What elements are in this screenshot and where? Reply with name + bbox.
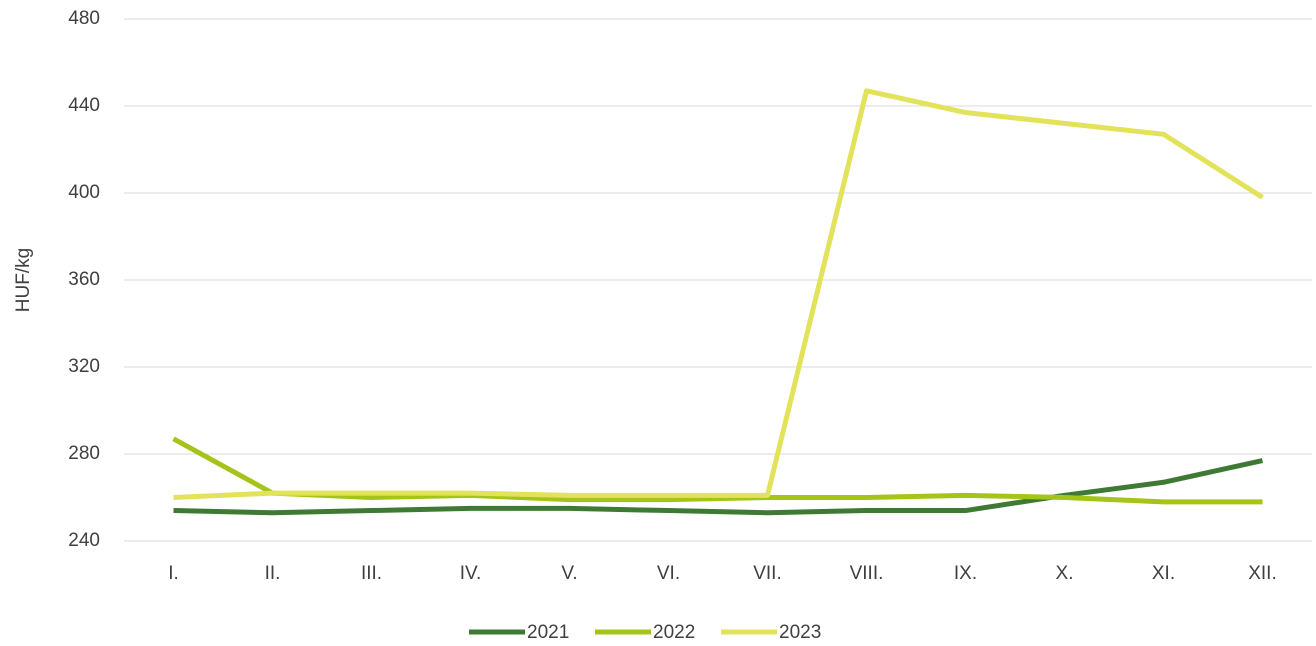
x-tick-label: X. [1056,563,1074,584]
legend-label: 2021 [527,622,569,643]
x-tick-label: VIII. [850,563,884,584]
y-tick-label: 440 [68,95,100,116]
x-tick-label: II. [265,563,281,584]
y-tick-label: 320 [68,356,100,377]
x-tick-label: XI. [1152,563,1175,584]
legend-label: 2023 [779,622,821,643]
x-tick-label: I. [168,563,179,584]
y-tick-label: 480 [68,8,100,29]
x-tick-label: IV. [460,563,482,584]
y-tick-label: 400 [68,182,100,203]
x-tick-label: VII. [753,563,782,584]
y-tick-label: 240 [68,530,100,551]
line-series [173,88,1264,500]
x-tick-label: IX. [954,563,977,584]
legend-label: 2022 [653,622,695,643]
x-tick-label: VI. [657,563,680,584]
x-tick-label: V. [561,563,577,584]
x-tick-label: XII. [1248,563,1277,584]
line-series [173,458,1264,516]
y-axis-label: HUF/kg [13,248,34,312]
line-series [172,436,1263,505]
y-tick-label: 280 [68,443,100,464]
y-tick-label: 360 [68,269,100,290]
x-tick-label: III. [361,563,382,584]
